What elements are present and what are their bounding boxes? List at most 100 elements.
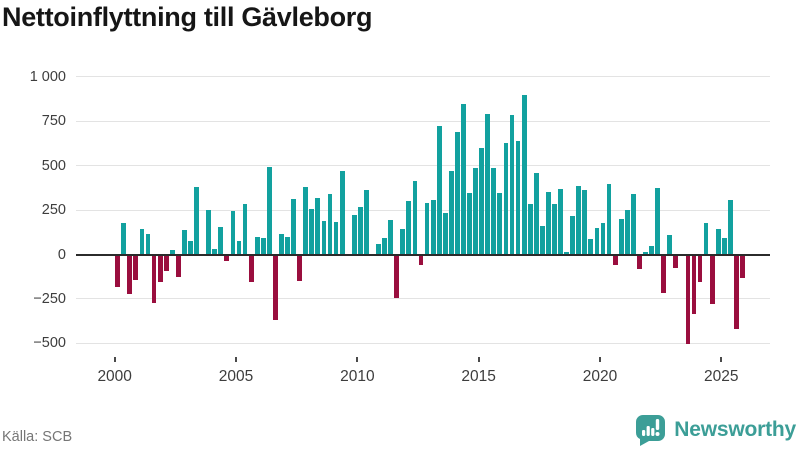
y-axis-label: −500 [33, 335, 66, 352]
bar-2020-Q3 [612, 255, 618, 266]
bar-2015-Q3 [491, 168, 497, 255]
bar-2008-Q4 [327, 194, 333, 255]
bar-2003-Q4 [206, 210, 212, 255]
bar-2007-Q3 [297, 255, 303, 282]
bar-2013-Q1 [430, 200, 436, 255]
newsworthy-wordmark: Newsworthy [674, 418, 796, 441]
bar-2017-Q1 [527, 203, 533, 255]
x-axis-tick [356, 357, 359, 362]
y-axis-label: 0 [57, 246, 66, 263]
gridline [76, 165, 770, 167]
y-axis-label: −250 [33, 290, 66, 307]
bar-2009-Q4 [351, 215, 357, 255]
bar-2001-Q2 [145, 234, 151, 255]
bar-2005-Q3 [248, 255, 254, 283]
x-axis-tick [113, 357, 116, 362]
bar-2021-Q4 [643, 251, 648, 255]
bar-2009-Q1 [333, 222, 339, 255]
bar-2007-Q2 [291, 199, 296, 255]
bar-2022-Q3 [661, 255, 667, 293]
bar-2020-Q1 [600, 223, 606, 255]
bar-2024-Q4 [715, 228, 721, 255]
bar-2021-Q2 [630, 194, 636, 255]
bar-2015-Q2 [485, 113, 491, 255]
bar-2000-Q2 [121, 223, 127, 255]
bar-2016-Q4 [521, 95, 527, 255]
bar-2011-Q2 [388, 219, 394, 255]
bar-2010-Q1 [357, 207, 363, 255]
bar-2007-Q4 [303, 186, 309, 255]
bar-2013-Q2 [436, 125, 442, 255]
bar-2016-Q2 [509, 114, 515, 255]
x-axis-label: 2020 [582, 368, 618, 385]
bar-2019-Q4 [594, 227, 600, 255]
bar-2018-Q3 [564, 251, 569, 255]
zero-line [76, 253, 770, 256]
bar-2025-Q3 [734, 255, 739, 330]
source-note: Källa: SCB [2, 429, 73, 445]
x-axis-label: 2010 [340, 368, 375, 385]
bar-2011-Q3 [394, 255, 400, 299]
bar-2001-Q1 [139, 228, 145, 255]
bar-2000-Q3 [127, 255, 133, 294]
bar-2016-Q3 [515, 140, 521, 255]
bar-2005-Q2 [242, 203, 248, 255]
bar-2020-Q4 [618, 218, 624, 255]
y-axis-label: 1 000 [29, 68, 66, 85]
bar-2019-Q3 [588, 239, 594, 255]
bar-2018-Q4 [570, 216, 576, 255]
bar-2025-Q2 [727, 200, 733, 255]
bar-2022-Q4 [667, 234, 673, 255]
bar-2017-Q2 [533, 172, 539, 255]
bar-2013-Q4 [448, 170, 454, 255]
bar-2003-Q1 [188, 241, 193, 255]
bar-2010-Q4 [376, 243, 381, 255]
bar-2002-Q4 [182, 229, 187, 255]
bar-2015-Q1 [479, 147, 485, 255]
bar-2014-Q3 [467, 193, 472, 255]
x-axis-tick [598, 357, 601, 362]
bar-2005-Q1 [236, 241, 242, 255]
y-axis-label: 750 [41, 113, 66, 130]
x-axis-tick [720, 357, 723, 362]
bar-2002-Q3 [175, 255, 181, 277]
bar-2002-Q1 [163, 255, 169, 271]
bar-2022-Q1 [649, 245, 654, 255]
gridline [76, 298, 770, 300]
bar-2011-Q4 [400, 228, 406, 255]
bar-2021-Q1 [624, 210, 630, 255]
bar-2025-Q4 [740, 255, 745, 278]
x-axis-tick [235, 357, 238, 362]
bar-2006-Q4 [279, 234, 284, 255]
bar-2008-Q3 [321, 220, 327, 255]
bar-2008-Q2 [315, 197, 321, 255]
bar-2005-Q4 [254, 236, 260, 255]
gridline [76, 76, 770, 78]
bar-2001-Q4 [157, 255, 163, 283]
bar-2006-Q1 [260, 238, 266, 255]
y-axis-label: 500 [41, 157, 66, 174]
bar-2004-Q4 [230, 210, 236, 255]
bar-2004-Q2 [218, 226, 224, 255]
bar-2016-Q1 [503, 143, 509, 255]
bar-2011-Q1 [382, 237, 387, 255]
bar-2023-Q4 [691, 255, 697, 315]
bar-2024-Q1 [697, 255, 703, 283]
bar-2025-Q1 [721, 238, 727, 255]
bar-2023-Q3 [685, 255, 691, 345]
bar-2023-Q1 [673, 255, 679, 268]
bar-2020-Q2 [606, 184, 612, 255]
bar-2010-Q2 [364, 189, 369, 255]
bar-2013-Q3 [442, 212, 448, 255]
bar-2018-Q2 [558, 188, 563, 255]
bar-2002-Q2 [169, 250, 175, 255]
gridline [76, 209, 770, 211]
bar-2006-Q3 [273, 255, 278, 321]
bar-2012-Q3 [418, 255, 424, 266]
bar-2007-Q1 [285, 236, 290, 255]
chart-title: Nettoinflyttning till Gävleborg [2, 2, 373, 32]
bar-2014-Q4 [473, 168, 478, 255]
bar-2019-Q1 [576, 186, 582, 255]
bar-2000-Q4 [133, 255, 139, 280]
